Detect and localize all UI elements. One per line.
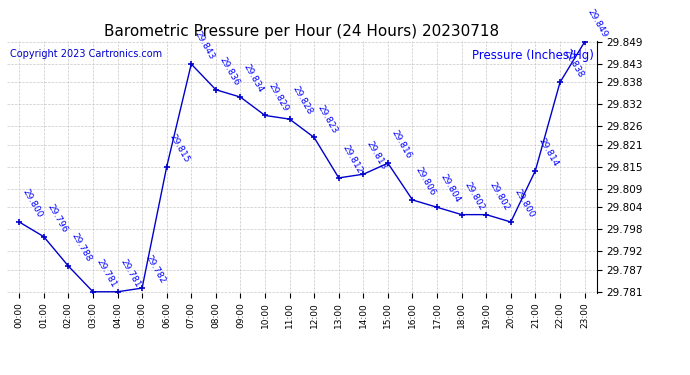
Text: 29.849: 29.849 (586, 8, 609, 39)
Text: 29.828: 29.828 (291, 85, 315, 116)
Text: 29.815: 29.815 (168, 132, 192, 164)
Text: 29.813: 29.813 (365, 140, 388, 171)
Text: 29.843: 29.843 (193, 30, 216, 61)
Text: 29.812: 29.812 (340, 144, 364, 175)
Title: Barometric Pressure per Hour (24 Hours) 20230718: Barometric Pressure per Hour (24 Hours) … (104, 24, 500, 39)
Text: 29.816: 29.816 (389, 129, 413, 160)
Text: Copyright 2023 Cartronics.com: Copyright 2023 Cartronics.com (10, 49, 162, 59)
Text: 29.788: 29.788 (70, 231, 93, 263)
Text: 29.829: 29.829 (266, 81, 290, 112)
Text: 29.781: 29.781 (119, 257, 142, 289)
Text: 29.838: 29.838 (562, 48, 585, 80)
Text: 29.781: 29.781 (95, 257, 118, 289)
Text: 29.834: 29.834 (241, 63, 265, 94)
Text: 29.800: 29.800 (512, 188, 535, 219)
Text: 29.802: 29.802 (463, 180, 486, 212)
Text: 29.823: 29.823 (315, 103, 339, 135)
Text: Pressure (Inches/Hg): Pressure (Inches/Hg) (472, 49, 594, 62)
Text: 29.806: 29.806 (414, 165, 437, 197)
Text: 29.800: 29.800 (21, 188, 44, 219)
Text: 29.802: 29.802 (488, 180, 511, 212)
Text: 29.804: 29.804 (438, 173, 462, 204)
Text: 29.782: 29.782 (144, 254, 167, 285)
Text: 29.836: 29.836 (217, 55, 241, 87)
Text: 29.814: 29.814 (537, 136, 560, 168)
Text: 29.796: 29.796 (45, 202, 69, 234)
